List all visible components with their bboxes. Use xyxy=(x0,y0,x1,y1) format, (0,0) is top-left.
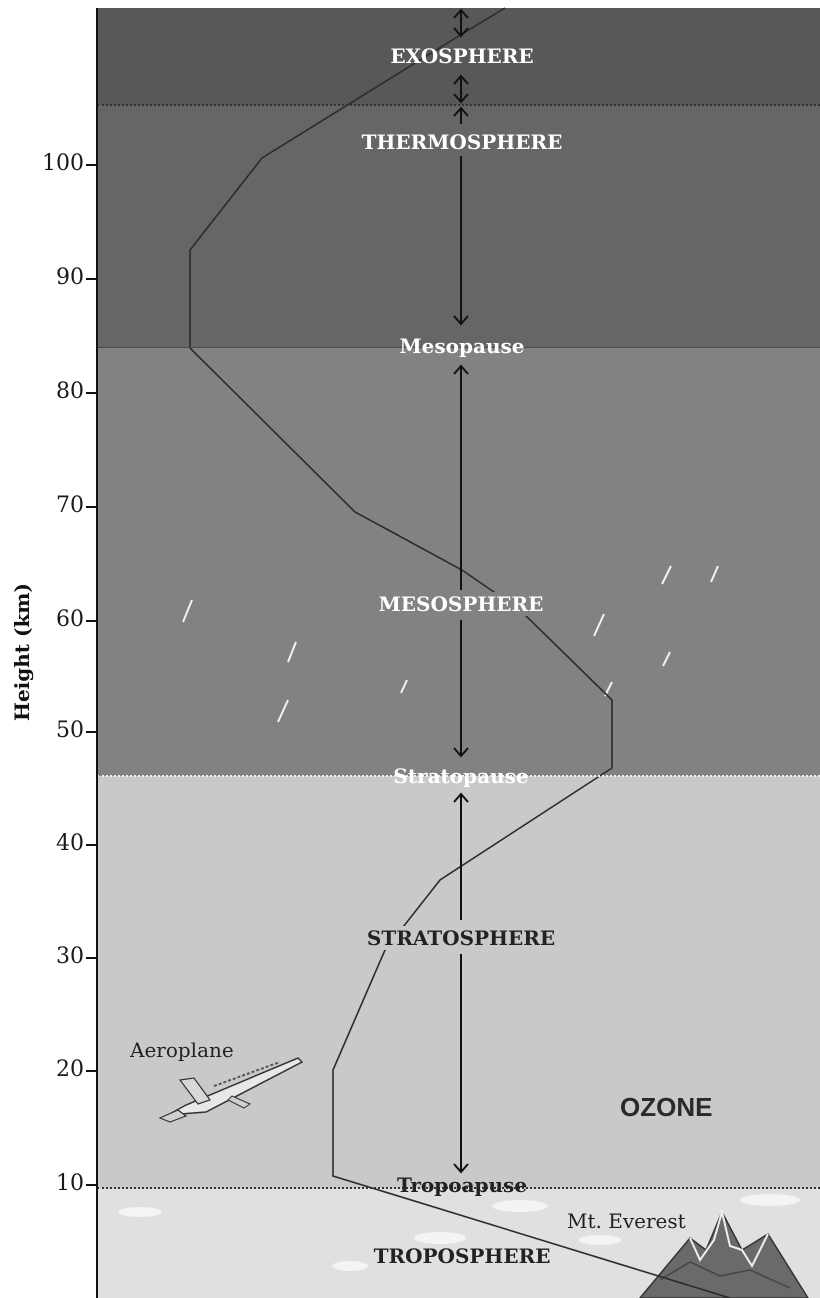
cloud-icons xyxy=(118,1194,800,1271)
thermosphere-label: THERMOSPHERE xyxy=(361,130,563,154)
y-tick xyxy=(86,1184,96,1186)
cloud-icon xyxy=(492,1200,548,1212)
thermosphere-band xyxy=(97,105,820,348)
stratosphere-label: STRATOSPHERE xyxy=(360,926,562,950)
y-tick xyxy=(86,164,96,166)
y-tick-label: 10 xyxy=(56,1171,84,1196)
stratopause-boundary xyxy=(97,775,820,777)
meteor-icon xyxy=(287,641,297,663)
cloud-icon xyxy=(332,1261,368,1271)
y-tick xyxy=(86,506,96,508)
meteor-icon xyxy=(400,679,408,694)
y-tick xyxy=(86,278,96,280)
tropopause-boundary xyxy=(97,1187,820,1189)
tropopause-label: Tropoapuse xyxy=(396,1173,528,1197)
y-tick-label: 90 xyxy=(56,265,84,290)
meteor-icon xyxy=(661,565,672,585)
mesosphere-band xyxy=(97,348,820,776)
mesopause-label: Mesopause xyxy=(399,334,525,358)
cloud-icon xyxy=(740,1194,800,1206)
troposphere-label: TROPOSPHERE xyxy=(373,1244,551,1268)
everest-label: Mt. Everest xyxy=(567,1209,686,1233)
mountain-icon xyxy=(639,1208,809,1298)
y-axis xyxy=(96,8,98,1298)
y-tick-label: 60 xyxy=(56,607,84,632)
y-tick xyxy=(86,957,96,959)
y-tick-label: 100 xyxy=(42,151,84,176)
y-tick-label: 50 xyxy=(56,718,84,743)
aeroplane-label: Aeroplane xyxy=(130,1038,234,1062)
y-tick xyxy=(86,620,96,622)
layer-arrows xyxy=(453,8,469,1174)
exosphere-label: EXOSPHERE xyxy=(390,44,534,68)
y-tick xyxy=(86,1070,96,1072)
ozone-label: OZONE xyxy=(620,1092,713,1122)
cloud-icon xyxy=(414,1232,466,1244)
aeroplane-icon xyxy=(158,1057,304,1123)
stratosphere-band xyxy=(97,776,820,1188)
y-tick-label: 30 xyxy=(56,944,84,969)
meteor-icon xyxy=(182,599,193,623)
exosphere-band xyxy=(97,8,820,105)
meteor-icon xyxy=(662,651,671,667)
mesopause-boundary xyxy=(97,347,820,348)
mesosphere-label: MESOSPHERE xyxy=(372,592,550,616)
meteor-icon xyxy=(277,699,289,723)
y-tick-label: 70 xyxy=(56,493,84,518)
y-tick xyxy=(86,392,96,394)
y-tick-label: 80 xyxy=(56,379,84,404)
stratopause-label: Stratopause xyxy=(393,764,529,788)
y-axis-title: Height (km) xyxy=(10,583,34,721)
meteor-icon xyxy=(593,613,605,637)
y-tick-label: 20 xyxy=(56,1057,84,1082)
cloud-icon xyxy=(118,1207,162,1217)
meteor-icons xyxy=(182,565,719,723)
y-tick xyxy=(86,731,96,733)
cloud-icon xyxy=(578,1235,622,1245)
thermosphere-boundary xyxy=(97,104,820,106)
y-tick xyxy=(86,844,96,846)
y-tick-label: 40 xyxy=(56,831,84,856)
meteor-icon xyxy=(710,565,719,583)
